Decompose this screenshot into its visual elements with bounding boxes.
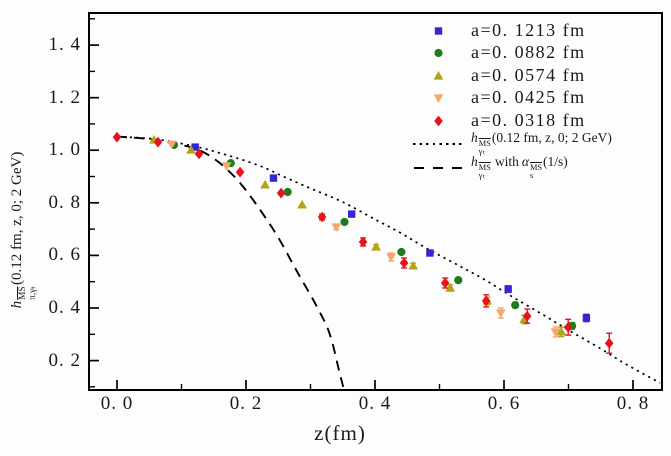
data-point-circle	[397, 247, 406, 257]
y-tick-label: 0. 8	[48, 191, 81, 213]
data-point-triangle-up	[433, 70, 443, 80]
data-point-diamond	[563, 321, 573, 333]
data-point-square	[434, 27, 442, 35]
y-tick-label: 0. 6	[48, 244, 81, 266]
legend-entry: a=0. 1213 fm	[411, 19, 612, 42]
data-point-circle	[433, 49, 443, 58]
legend-entry: a=0. 0318 fm	[411, 109, 612, 132]
data-point-triangle-up	[260, 179, 270, 189]
data-point-diamond	[235, 166, 245, 178]
data-point-diamond	[399, 257, 409, 269]
data-point-diamond	[276, 187, 286, 199]
data-point-triangle-down	[386, 253, 396, 262]
blue-square-icon	[434, 27, 442, 35]
data-point-triangle-up	[556, 326, 567, 336]
legend-entry-label: a=0. 0882 fm	[471, 42, 586, 63]
data-point-triangle-up	[408, 260, 419, 270]
y-tick-label: 1. 2	[48, 86, 81, 108]
data-point-triangle-down	[495, 309, 506, 318]
y-tick-label: 1. 0	[48, 139, 81, 161]
data-point-square	[191, 143, 199, 151]
data-point-circle	[454, 276, 463, 285]
ylabel-symbol: h	[9, 300, 25, 309]
data-point-circle	[511, 301, 520, 310]
y-axis-label: h MS π,γₜ (0.12 fm, z, 0; 2 GeV)	[9, 100, 38, 360]
legend-entry-label: a=0. 0574 fm	[471, 64, 586, 85]
data-point-triangle-up	[186, 145, 196, 154]
ylabel-arguments: (0.12 fm, z, 0; 2 GeV)	[9, 151, 25, 285]
data-point-diamond	[358, 236, 368, 248]
data-point-diamond	[433, 115, 443, 127]
legend-entry-label: a=0. 0318 fm	[471, 109, 586, 130]
data-point-triangle-down	[433, 94, 443, 104]
data-point-triangle-down	[166, 140, 177, 150]
x-axis-label: z(fm)	[314, 421, 366, 445]
legend-entry-dotted-fit: h MS γₜ (0.12 fm, z, 0; 2 GeV)	[411, 129, 612, 157]
legend-entry-dashed-fit: h MS γₜ with α MS s (1/s)	[411, 153, 612, 181]
dotted-line-icon	[413, 142, 463, 145]
olive-triangle-up-icon	[433, 70, 443, 80]
data-point-diamond	[112, 131, 122, 143]
data-point-diamond	[440, 277, 450, 289]
x-tick-label: 0. 2	[229, 393, 263, 414]
legend-entry-label: h MS γₜ (0.12 fm, z, 0; 2 GeV)	[471, 129, 612, 157]
data-point-square	[504, 285, 512, 293]
legend-entry: a=0. 0425 fm	[411, 87, 612, 110]
x-tick-label: 0. 0	[100, 393, 134, 414]
y-tick-label: 0. 4	[48, 296, 81, 318]
data-point-square	[426, 249, 434, 257]
series-triangle-down	[166, 140, 561, 338]
data-point-square	[582, 314, 591, 322]
data-point-diamond	[317, 211, 327, 223]
y-tick-label: 1. 4	[48, 34, 81, 56]
data-point-diamond	[604, 337, 614, 349]
data-point-circle	[340, 217, 349, 227]
dashed-line-icon	[414, 166, 462, 169]
legend-entry-label: a=0. 0425 fm	[471, 87, 586, 108]
data-point-square	[348, 210, 356, 218]
plot-frame	[88, 12, 663, 391]
legend-entry-label: h MS γₜ with α MS s (1/s)	[471, 153, 568, 181]
orange-triangle-down-icon	[433, 94, 443, 104]
data-point-diamond	[522, 310, 532, 322]
data-point-diamond	[481, 295, 491, 307]
x-tick-label: 0. 4	[358, 393, 392, 414]
axis-ticks	[90, 18, 634, 389]
y-tick-label: 0. 2	[48, 349, 81, 371]
legend-entry-label: a=0. 1213 fm	[471, 19, 586, 40]
x-tick-label: 0. 8	[616, 393, 650, 414]
series-diamond	[112, 131, 614, 354]
data-point-triangle-up	[297, 199, 307, 209]
legend-entry: a=0. 0882 fm	[411, 42, 612, 65]
data-point-triangle-down	[331, 223, 342, 232]
x-tick-label: 0. 6	[487, 393, 521, 414]
data-point-triangle-down	[221, 162, 232, 171]
legend-entry: a=0. 0574 fm	[411, 64, 612, 87]
series-square	[191, 143, 591, 323]
data-point-square	[269, 174, 278, 182]
data-point-diamond	[194, 148, 204, 160]
red-diamond-icon	[433, 115, 443, 127]
running-coupling-fit-curve	[116, 135, 345, 391]
data-point-triangle-up	[371, 242, 381, 251]
fixed-coupling-fit-curve	[116, 135, 661, 384]
legend: a=0. 1213 fm a=0. 0882 fm a=0. 0574 fm a…	[411, 19, 612, 180]
green-circle-icon	[433, 49, 443, 58]
ylabel-subscript: π,γₜ	[27, 285, 38, 300]
data-point-triangle-down	[550, 328, 561, 337]
data-point-circle	[283, 187, 292, 197]
data-point-triangle-up	[445, 283, 456, 292]
data-point-diamond	[153, 136, 163, 148]
